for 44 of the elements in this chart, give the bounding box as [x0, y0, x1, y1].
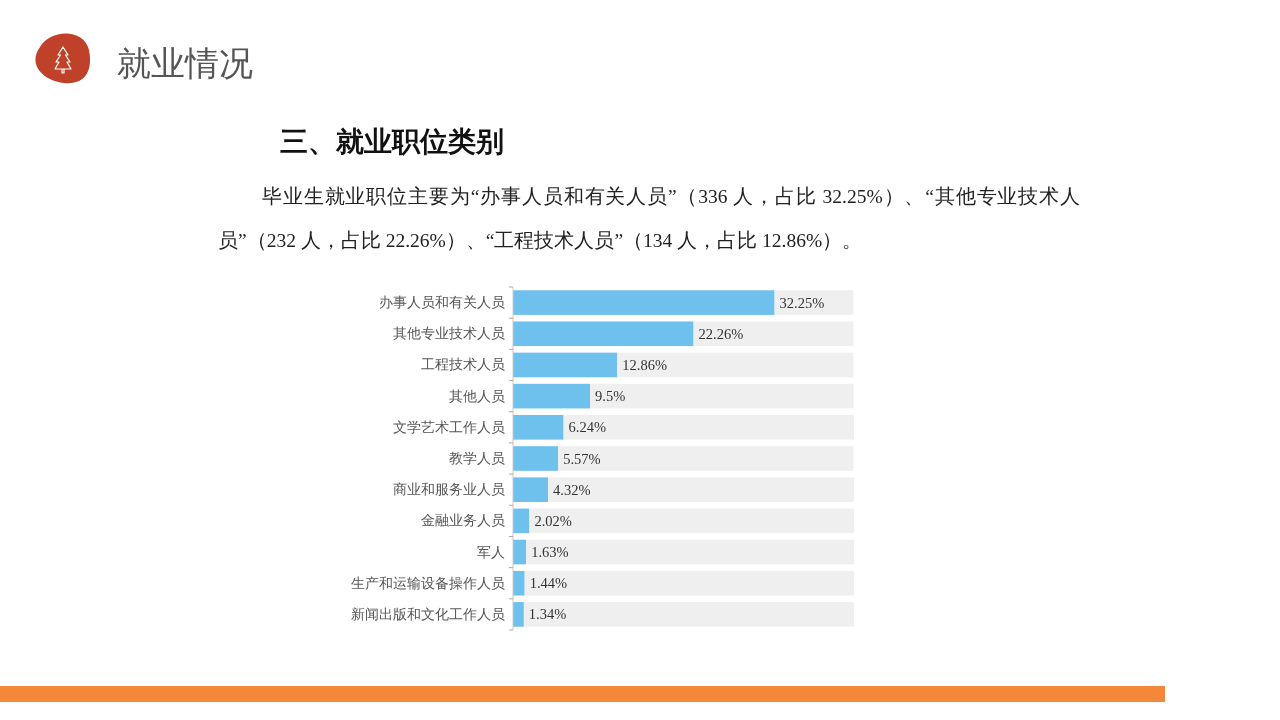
- bar: [548, 477, 854, 502]
- y-tick-label: 军人: [477, 544, 505, 560]
- data-label: 1.63%: [531, 544, 569, 561]
- data-label: 1.44%: [529, 575, 568, 592]
- chart-title: 三、就业职位类别: [280, 124, 504, 160]
- y-tick-label: 生产和运输设备操作人员: [351, 575, 505, 591]
- bar: [524, 570, 854, 596]
- y-tick-label: 其他人员: [449, 388, 505, 404]
- bar: [558, 446, 854, 471]
- bar: [513, 415, 564, 440]
- bar: [693, 321, 854, 347]
- data-label: 2.02%: [534, 512, 572, 529]
- data-label: 1.34%: [528, 606, 567, 623]
- chart-subtitle: 毕业生就业职位主要为“办事人员和有关人员”（336 人，占比 32.25%）、“其他专业技术人员”（232 人，占比 22.26%）、“工程技术人员”（134 人，占比 12.86%）。: [218, 185, 1080, 253]
- y-tick-label: 商业和服务业人员: [393, 482, 505, 498]
- bar: [513, 321, 694, 347]
- bar: [563, 415, 854, 440]
- bar: [513, 352, 618, 378]
- bar: [513, 477, 549, 502]
- y-tick-label: 新闻出版和文化工作人员: [351, 606, 505, 622]
- y-tick-label: 其他专业技术人员: [393, 326, 505, 342]
- bar: [513, 383, 591, 409]
- data-label: 32.25%: [779, 294, 825, 311]
- text: 就业情况: [117, 42, 253, 85]
- bar: [513, 290, 775, 315]
- bar: [529, 508, 854, 534]
- data-label: 4.32%: [553, 481, 591, 498]
- y-tick-label: 办事人员和有关人员: [379, 295, 505, 311]
- bar: [523, 602, 854, 627]
- bar: [513, 446, 559, 471]
- bar: [513, 602, 524, 627]
- y-tick-label: 文学艺术工作人员: [393, 419, 505, 435]
- data-label: 22.26%: [698, 325, 744, 342]
- y-tick-label: 工程技术人员: [421, 357, 505, 373]
- y-tick-label: 金融业务人员: [421, 513, 505, 529]
- bar: [526, 539, 854, 565]
- bar: [513, 570, 525, 596]
- data-label: 9.5%: [595, 388, 626, 405]
- data-label: 5.57%: [563, 450, 601, 467]
- y-tick-label: 教学人员: [449, 451, 505, 466]
- data-label: 12.86%: [622, 356, 668, 373]
- data-label: 6.24%: [568, 419, 607, 436]
- bar: [590, 383, 854, 409]
- bar: [617, 352, 854, 378]
